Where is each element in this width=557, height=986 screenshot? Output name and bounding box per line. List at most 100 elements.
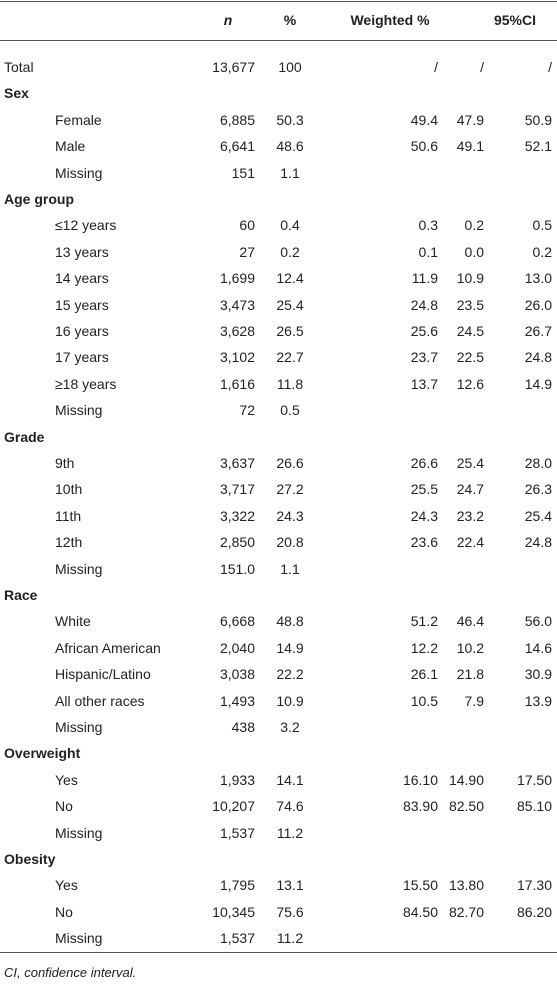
header-n: n (223, 12, 233, 28)
section-label: Sex (4, 85, 29, 102)
weighted-cell: 12.2 (410, 639, 438, 656)
pct-cell: 24.3 (276, 507, 304, 524)
row-label: 9th (55, 455, 75, 471)
n-cell: 13,677 (212, 59, 255, 75)
n-cell: 3,322 (219, 507, 255, 524)
row-label: African American (55, 639, 161, 656)
n-cell: 3,637 (219, 455, 255, 471)
top-rule (0, 1, 557, 2)
weighted-cell: 25.5 (410, 481, 438, 498)
ci-low-cell: 10.2 (456, 639, 484, 656)
pct-cell: 13.1 (276, 877, 304, 894)
row-label: Yes (55, 877, 78, 894)
ci-low-cell: 14.90 (448, 771, 484, 788)
ci-low-cell: 0.2 (464, 217, 484, 234)
pct-cell: 0.2 (280, 243, 300, 260)
section-label: Grade (4, 428, 45, 445)
pct-cell: 22.2 (276, 666, 304, 683)
n-cell: 10,207 (212, 798, 255, 815)
ci-high-cell: 0.5 (532, 217, 552, 234)
ci-low-cell: 23.5 (456, 296, 484, 313)
ci-low-cell: 49.1 (456, 138, 484, 155)
n-cell: 1,616 (219, 375, 255, 392)
weighted-cell: 83.90 (402, 798, 438, 815)
ci-low-cell: 7.9 (464, 692, 484, 709)
row-label: Hispanic/Latino (55, 666, 151, 683)
n-cell: 3,628 (219, 323, 255, 339)
n-cell: 2,850 (219, 534, 255, 551)
ci-high-cell: 86.20 (516, 903, 552, 920)
ci-high-cell: 85.10 (516, 798, 552, 815)
pct-cell: 3.2 (280, 719, 300, 735)
pct-cell: 11.8 (276, 375, 304, 392)
row-label: Missing (55, 930, 103, 947)
weighted-cell: 16.10 (402, 771, 438, 788)
n-cell: 60 (239, 217, 255, 234)
n-cell: 6,885 (219, 111, 255, 128)
pct-cell: 74.6 (276, 798, 304, 815)
ci-low-cell: 22.5 (456, 349, 484, 366)
n-cell: 2,040 (219, 639, 255, 656)
weighted-cell: 25.6 (410, 323, 438, 339)
section-label: Overweight (4, 745, 81, 762)
ci-low-cell: 82.50 (448, 798, 484, 815)
pct-cell: 25.4 (276, 296, 304, 313)
n-cell: 27 (239, 243, 255, 260)
section-label: Obesity (4, 851, 56, 867)
row-label: Yes (55, 771, 78, 788)
ci-high-cell: 17.30 (516, 877, 552, 894)
header-rule (0, 40, 557, 41)
bottom-rule (0, 952, 557, 953)
pct-cell: 14.9 (276, 639, 304, 656)
weighted-cell: 24.8 (410, 296, 438, 313)
pct-cell: 48.6 (276, 138, 304, 155)
weighted-cell: 15.50 (402, 877, 438, 894)
weighted-cell: 0.3 (418, 217, 438, 234)
ci-low-cell: / (480, 59, 484, 75)
weighted-cell: 26.1 (410, 666, 438, 683)
weighted-cell: 49.4 (410, 111, 438, 128)
row-label: No (55, 798, 73, 815)
pct-cell: 12.4 (276, 270, 304, 287)
ci-low-cell: 12.6 (456, 375, 484, 392)
n-cell: 1,493 (219, 692, 255, 709)
section-label: Age group (4, 191, 74, 207)
ci-low-cell: 46.4 (456, 613, 484, 630)
ci-low-cell: 25.4 (456, 455, 484, 471)
ci-high-cell: 24.8 (524, 349, 552, 366)
row-label: ≥18 years (55, 375, 117, 392)
weighted-cell: 23.7 (410, 349, 438, 366)
ci-high-cell: 26.7 (524, 323, 552, 339)
footnote: CI, confidence interval. (4, 965, 137, 980)
weighted-cell: 84.50 (402, 903, 438, 920)
pct-cell: 27.2 (276, 481, 304, 498)
ci-low-cell: 82.70 (448, 903, 484, 920)
row-label: 13 years (55, 243, 109, 260)
header-pct: % (283, 12, 297, 28)
row-label: 12th (55, 534, 83, 551)
n-cell: 151 (231, 164, 255, 181)
n-cell: 3,102 (219, 349, 255, 366)
ci-low-cell: 21.8 (456, 666, 484, 683)
weighted-cell: 11.9 (411, 270, 438, 287)
header-weighted: Weighted % (350, 12, 430, 28)
ci-high-cell: 25.4 (524, 507, 552, 524)
ci-low-cell: 24.5 (456, 323, 484, 339)
header-ci: 95%CI (493, 12, 537, 28)
weighted-cell: 50.6 (410, 138, 438, 155)
pct-cell: 22.7 (276, 349, 304, 366)
ci-high-cell: 28.0 (524, 455, 552, 471)
n-cell: 1,933 (219, 771, 255, 788)
n-cell: 1,537 (219, 824, 255, 841)
ci-high-cell: 0.2 (532, 243, 552, 260)
n-cell: 1,537 (219, 930, 255, 947)
weighted-cell: 26.6 (410, 455, 438, 471)
row-label: Missing (55, 560, 103, 577)
n-cell: 3,038 (219, 666, 255, 683)
row-label: Missing (55, 824, 103, 841)
row-label: 17 years (55, 349, 109, 366)
weighted-cell: 23.6 (410, 534, 438, 551)
pct-cell: 10.9 (276, 692, 304, 709)
n-cell: 3,473 (219, 296, 255, 313)
pct-cell: 75.6 (276, 903, 304, 920)
